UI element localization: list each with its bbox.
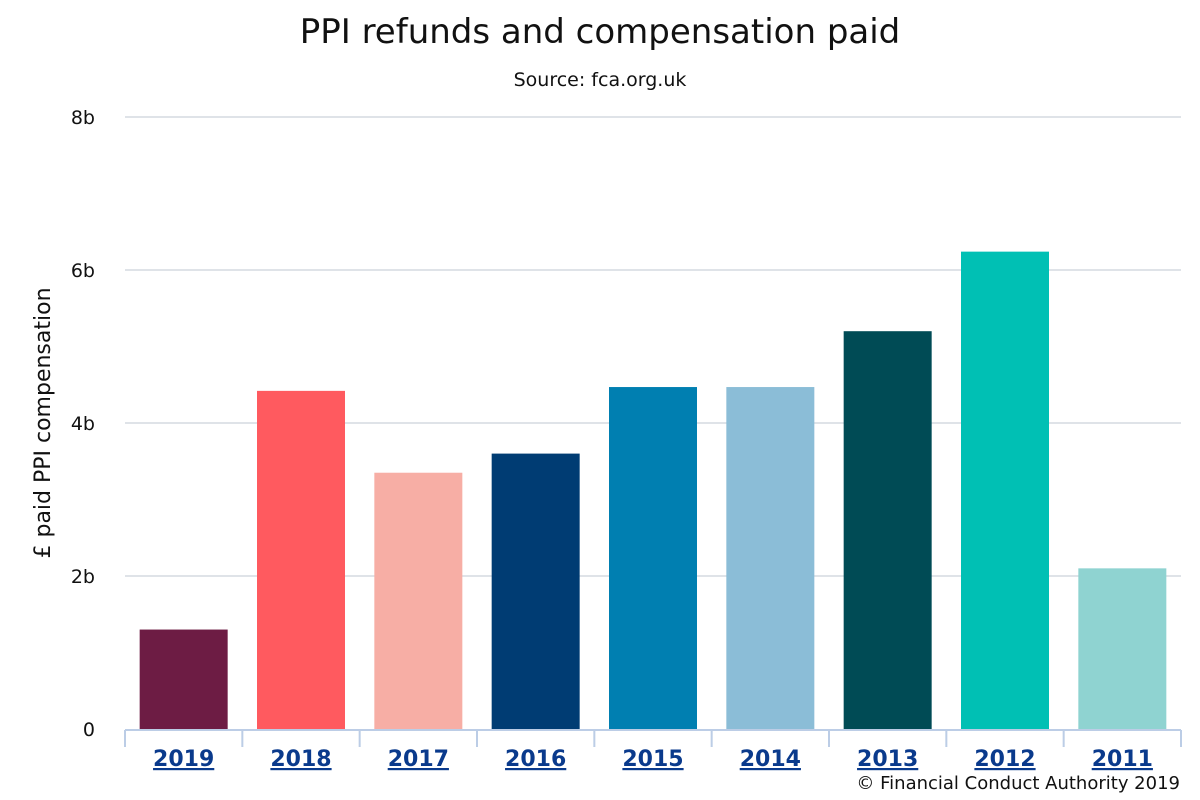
x-tick-label-link[interactable]: 2014 [740,747,801,772]
x-tick-label-link[interactable]: 2013 [857,747,918,772]
x-tick-label-link[interactable]: 2018 [270,747,331,772]
bar-2012 [961,251,1049,729]
bars [139,251,1167,729]
x-tick-label-link[interactable]: 2012 [974,747,1035,772]
bar-2014 [726,387,815,729]
y-tick-label: 2b [71,566,95,588]
y-tick-label: 4b [71,413,95,435]
y-tick-label: 8b [71,107,95,129]
y-axis-ticks: 0 2b 4b 6b 8b [71,107,95,741]
y-tick-label: 6b [71,260,95,282]
y-axis-label: £ paid PPI compensation [31,287,56,558]
bar-2013 [843,331,932,729]
x-tick-label-link[interactable]: 2017 [388,747,449,772]
bar-2017 [374,472,463,729]
x-axis [124,729,1182,747]
x-axis-tick-labels[interactable]: 2019 2018 2017 2016 2015 2014 2013 2012 2011 [153,747,1153,772]
x-tick-label-link[interactable]: 2015 [622,747,683,772]
chart-subtitle: Source: fca.org.uk [513,69,687,91]
copyright-footer: © Financial Conduct Authority 2019 [856,773,1180,794]
x-tick-label-link[interactable]: 2016 [505,747,566,772]
y-tick-label: 0 [83,719,95,741]
bar-2016 [491,453,580,729]
x-tick-label-link[interactable]: 2011 [1092,747,1153,772]
chart-title: PPI refunds and compensation paid [299,12,901,52]
bar-2018 [257,390,345,729]
bar-2019 [139,629,228,729]
bar-2011 [1078,568,1167,729]
x-tick-label-link[interactable]: 2019 [153,747,214,772]
bar-2015 [609,387,697,729]
